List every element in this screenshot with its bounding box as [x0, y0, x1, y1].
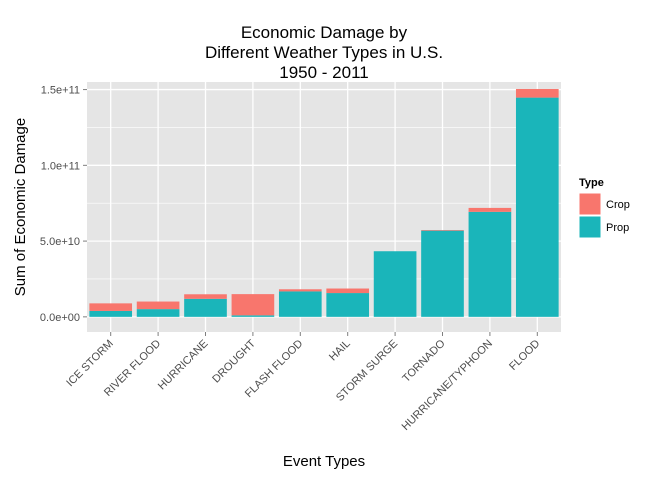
chart-title-line: Different Weather Types in U.S.	[205, 43, 443, 62]
y-axis: 0.0e+00 5.0e+10 1.0e+11 1.5e+11	[40, 85, 87, 324]
legend-key-crop	[578, 192, 602, 216]
bar-crop	[231, 294, 275, 316]
x-tick-label: HAIL	[327, 338, 353, 364]
y-tick-label: 1.0e+11	[41, 160, 80, 172]
y-tick-label: 0.0e+00	[40, 312, 80, 324]
y-tick-label: 5.0e+10	[40, 236, 80, 248]
bar-crop	[184, 294, 227, 299]
y-axis-title: Sum of Economic Damage	[12, 118, 29, 296]
bar-prop	[231, 315, 275, 317]
x-tick-label: HURRICANE/TYPHOON	[400, 338, 495, 433]
x-tick-label: TORNADO	[400, 337, 448, 385]
bar-crop	[515, 88, 559, 98]
chart-title-line: Economic Damage by	[241, 23, 408, 42]
legend-key-prop	[578, 215, 602, 239]
bar-prop	[515, 97, 559, 317]
x-tick-label: DROUGHT	[210, 337, 258, 385]
x-axis-title: Event Types	[283, 453, 365, 470]
x-tick-label: HURRICANE	[156, 338, 211, 393]
legend-title: Type	[579, 177, 604, 189]
bar-prop	[421, 230, 464, 317]
x-tick-label: FLOOD	[507, 338, 542, 373]
major-gridlines	[87, 82, 561, 332]
bar-prop	[468, 211, 512, 317]
chart-title-line: 1950 - 2011	[279, 63, 368, 82]
bar-crop	[468, 207, 512, 212]
bar-prop	[184, 298, 227, 317]
bar-crop	[278, 289, 322, 292]
legend-label: Crop	[606, 199, 630, 211]
bar-crop	[89, 303, 133, 311]
legend-label: Prop	[606, 222, 629, 234]
bar-prop	[373, 251, 417, 317]
bar-crop	[136, 301, 180, 310]
bar-prop	[326, 293, 370, 317]
bar-prop	[136, 309, 180, 317]
bar-crop	[326, 288, 370, 294]
bar-prop	[278, 291, 322, 317]
bar-prop	[89, 310, 133, 317]
bars	[89, 88, 559, 317]
x-tick-label: ICE STORM	[64, 338, 116, 390]
bar-crop	[421, 230, 464, 231]
y-tick-label: 1.5e+11	[41, 85, 80, 97]
